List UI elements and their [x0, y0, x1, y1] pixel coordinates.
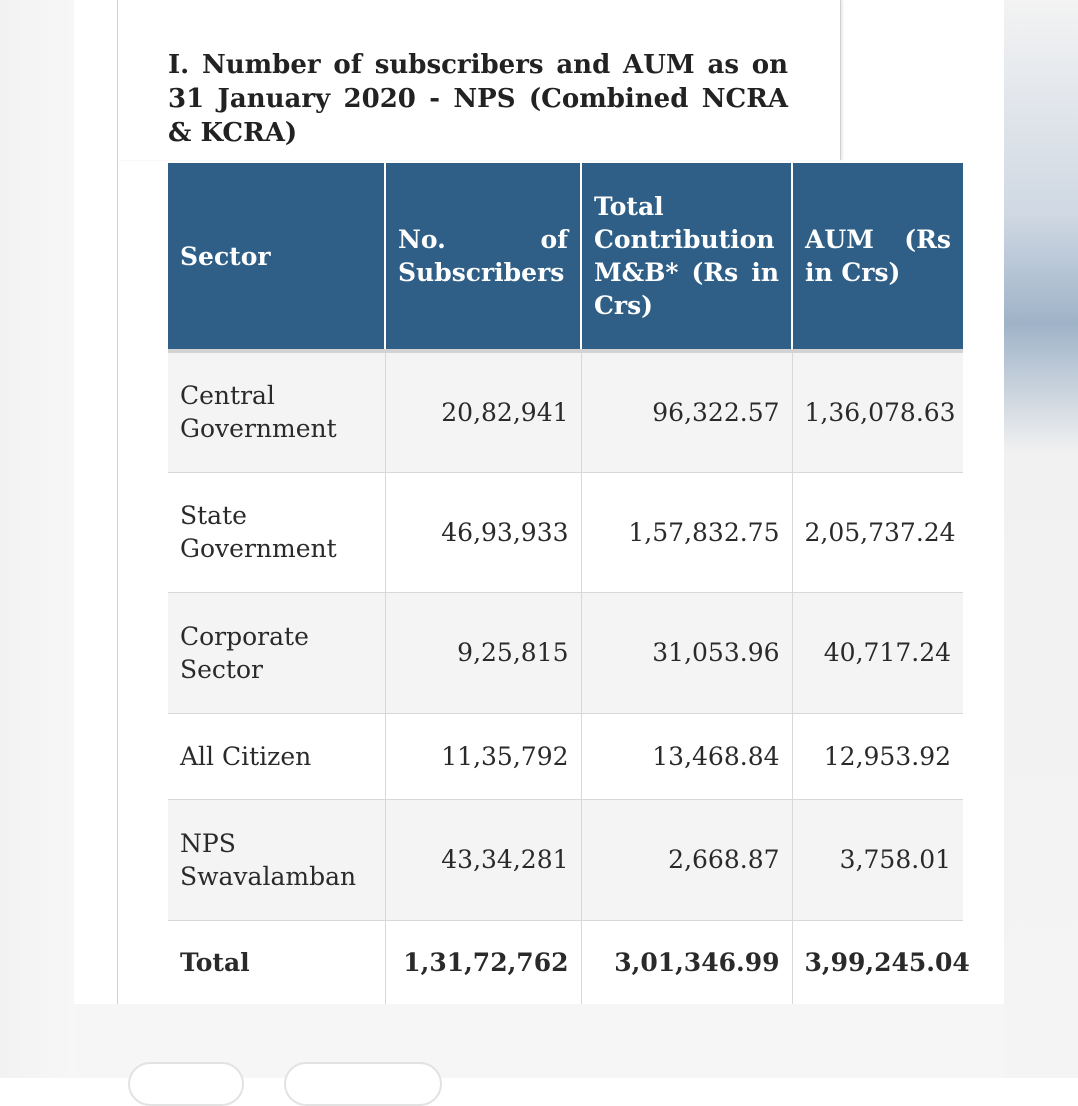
backdrop-right: [1004, 0, 1078, 1078]
col-header-aum: AUM (Rs in Crs): [792, 163, 963, 353]
table-row: Corporate Sector 9,25,815 31,053.96 40,7…: [168, 592, 963, 714]
cell-contribution: 13,468.84: [581, 713, 793, 800]
cell-contribution: 1,57,832.75: [581, 472, 793, 593]
cell-subscribers: 11,35,792: [385, 713, 582, 800]
cell-subscribers: 43,34,281: [385, 799, 582, 921]
cell-contribution: 31,053.96: [581, 592, 793, 714]
cell-subscribers: 46,93,933: [385, 472, 582, 593]
cell-sector: NPS Swavalamban: [168, 799, 386, 921]
col-header-subscribers: No. of Subscribers: [385, 163, 582, 353]
cell-sector: Corporate Sector: [168, 592, 386, 714]
cell-total-aum: 3,99,245.04: [792, 920, 970, 1004]
col-header-contribution: Total Contribution M&B* (Rs in Crs): [581, 163, 793, 353]
cell-aum: 2,05,737.24: [792, 472, 963, 593]
cell-sector: All Citizen: [168, 713, 386, 800]
pager-button-prev[interactable]: [128, 1062, 244, 1106]
cell-total-subscribers: 1,31,72,762: [385, 920, 582, 1004]
section-heading: I. Number of subscribers and AUM as on 3…: [168, 50, 788, 148]
cell-sector: State Government: [168, 472, 386, 593]
cell-subscribers: 20,82,941: [385, 351, 582, 473]
cell-aum: 40,717.24: [792, 592, 963, 714]
cell-aum: 1,36,078.63: [792, 351, 963, 473]
cell-contribution: 2,668.87: [581, 799, 793, 921]
content-left-rule: [117, 160, 118, 1004]
cell-contribution: 96,322.57: [581, 351, 793, 473]
cell-total-contribution: 3,01,346.99: [581, 920, 793, 1004]
table-header-row: Sector No. of Subscribers Total Contribu…: [168, 163, 963, 353]
cell-aum: 12,953.92: [792, 713, 963, 800]
table-row: State Government 46,93,933 1,57,832.75 2…: [168, 472, 963, 593]
pager-button-next[interactable]: [284, 1062, 442, 1106]
cell-subscribers: 9,25,815: [385, 592, 582, 714]
cell-aum: 3,758.01: [792, 799, 963, 921]
cell-total-label: Total: [168, 920, 386, 1004]
backdrop-left: [0, 0, 74, 1078]
table-row: Central Government 20,82,941 96,322.57 1…: [168, 351, 963, 473]
heading-card: [117, 0, 841, 160]
col-header-sector: Sector: [168, 163, 386, 353]
cell-sector: Central Government: [168, 351, 386, 473]
table-row: All Citizen 11,35,792 13,468.84 12,953.9…: [168, 713, 963, 800]
table-total-row: Total 1,31,72,762 3,01,346.99 3,99,245.0…: [168, 920, 970, 1004]
table-row: NPS Swavalamban 43,34,281 2,668.87 3,758…: [168, 799, 963, 921]
nps-subscribers-table: Sector No. of Subscribers Total Contribu…: [168, 163, 970, 1004]
